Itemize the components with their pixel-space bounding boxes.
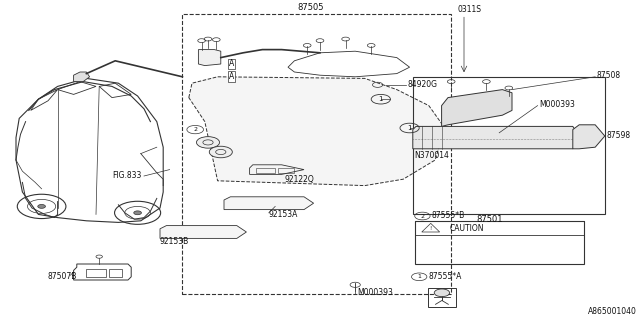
Text: 92153B: 92153B [160, 237, 189, 246]
Polygon shape [442, 90, 512, 126]
Circle shape [435, 289, 450, 297]
Bar [278, 168, 294, 173]
Text: 87507B: 87507B [48, 272, 77, 281]
Text: M000393: M000393 [357, 288, 393, 297]
Polygon shape [198, 50, 221, 66]
Text: 92122Q: 92122Q [285, 175, 314, 184]
Text: 92153A: 92153A [269, 210, 298, 219]
Text: 87598: 87598 [607, 132, 631, 140]
Polygon shape [250, 165, 304, 174]
Text: 1: 1 [378, 96, 383, 102]
Text: 87501: 87501 [477, 215, 503, 224]
Bar [413, 77, 605, 214]
Text: 1: 1 [417, 274, 421, 279]
Polygon shape [573, 125, 605, 149]
Text: 87555*B: 87555*B [432, 212, 465, 220]
Text: 87505: 87505 [297, 4, 324, 12]
Text: 2: 2 [193, 127, 197, 132]
Text: 87555*A: 87555*A [429, 272, 462, 281]
Text: CAUTION: CAUTION [450, 224, 484, 233]
Polygon shape [224, 197, 314, 210]
Polygon shape [413, 126, 579, 149]
Circle shape [196, 137, 220, 148]
Text: A: A [229, 60, 234, 68]
Circle shape [134, 211, 141, 215]
Bar [256, 168, 275, 173]
Text: 1: 1 [407, 125, 412, 131]
Text: A865001040: A865001040 [588, 308, 637, 316]
Bar [415, 221, 584, 264]
Bar [86, 269, 106, 277]
Text: A: A [229, 72, 234, 81]
Text: 0311S: 0311S [458, 5, 481, 14]
Bar [415, 221, 584, 235]
Bar [182, 14, 451, 294]
Text: 2: 2 [420, 213, 424, 219]
Polygon shape [74, 72, 90, 82]
Text: N370014: N370014 [415, 151, 449, 160]
Circle shape [209, 146, 232, 158]
Bar [109, 269, 122, 277]
Text: FIG.833: FIG.833 [113, 172, 142, 180]
Polygon shape [189, 77, 445, 186]
Polygon shape [160, 226, 246, 238]
Text: !: ! [429, 226, 432, 231]
Text: M000393: M000393 [540, 100, 575, 109]
Text: 84920G: 84920G [408, 80, 438, 89]
Circle shape [38, 204, 45, 208]
Bar [428, 288, 456, 307]
Text: 87508: 87508 [596, 71, 621, 80]
